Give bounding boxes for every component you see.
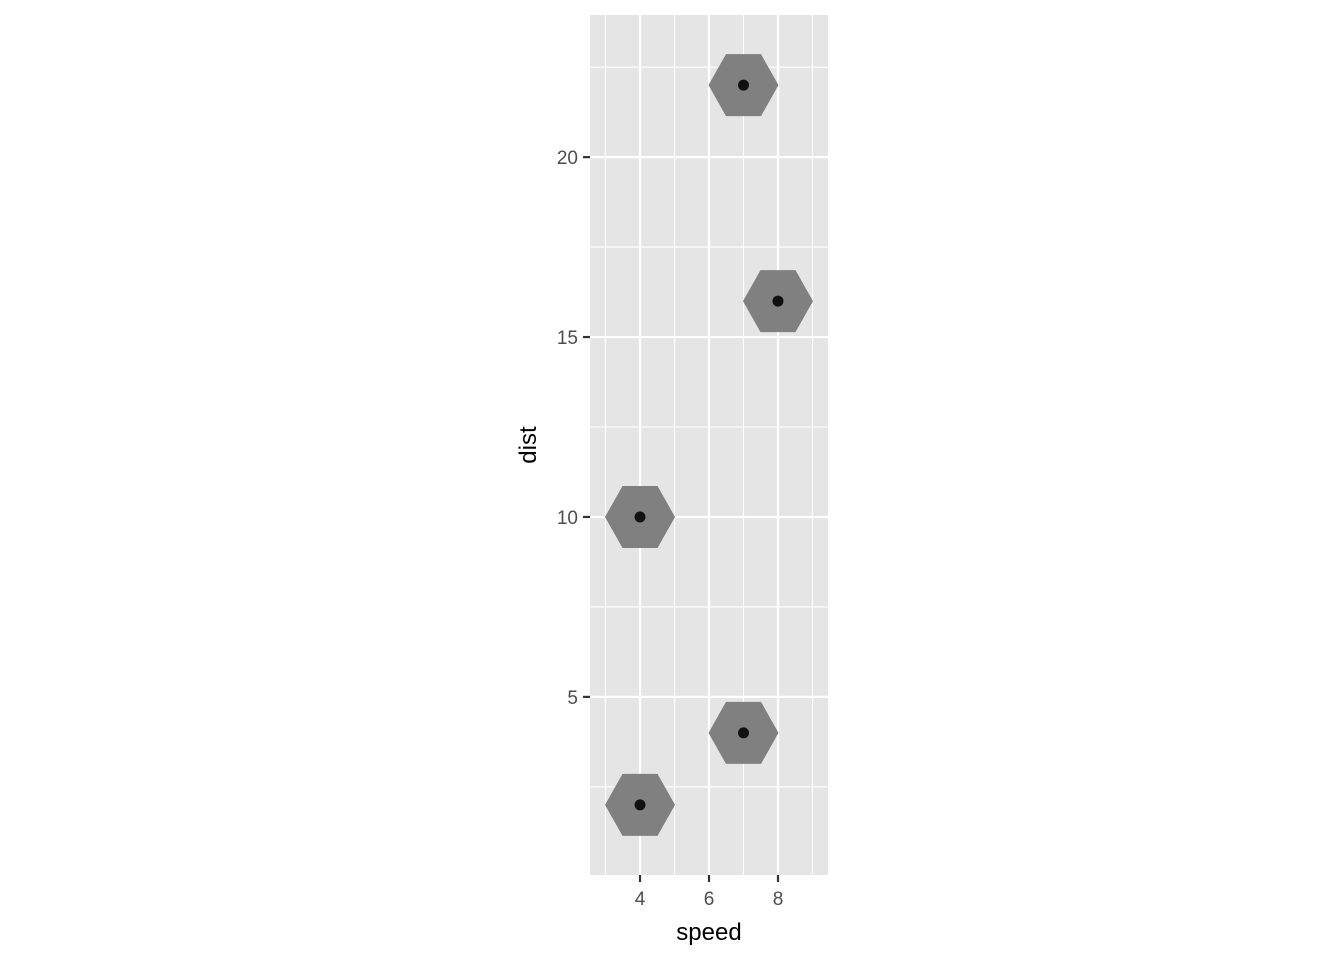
y-axis: 5 10 15 20 <box>557 148 590 709</box>
y-tick-label: 20 <box>557 148 578 169</box>
x-tick-label: 4 <box>635 889 646 910</box>
grid-major <box>590 15 828 875</box>
data-point <box>634 799 646 811</box>
x-axis-title: speed <box>676 919 741 946</box>
x-axis: 4 6 8 <box>635 875 784 910</box>
y-tick-label: 15 <box>557 328 578 349</box>
data-point <box>737 727 749 739</box>
data-point <box>772 295 784 307</box>
data-point <box>634 511 646 523</box>
data-point <box>737 79 749 91</box>
y-tick-label: 5 <box>567 688 578 709</box>
grid-minor <box>590 15 828 875</box>
y-tick-label: 10 <box>557 508 578 529</box>
x-tick-label: 8 <box>773 889 784 910</box>
point-layer <box>634 79 784 811</box>
x-tick-label: 6 <box>704 889 715 910</box>
y-axis-title: dist <box>515 426 542 464</box>
hexagon-layer <box>605 54 813 836</box>
